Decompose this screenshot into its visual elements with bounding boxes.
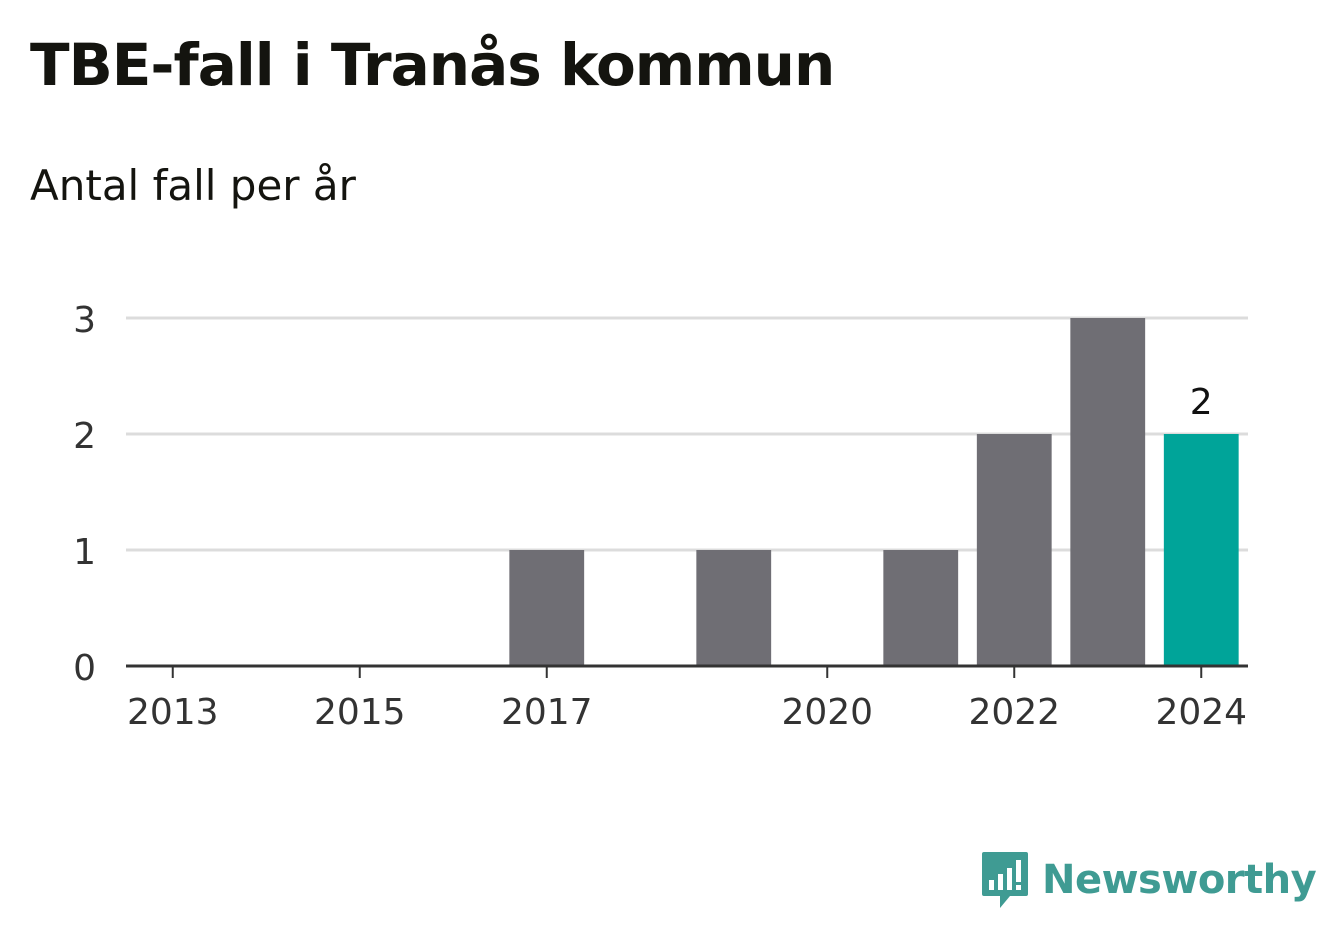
bar — [976, 434, 1052, 666]
chart-subtitle: Antal fall per år — [30, 161, 356, 210]
x-tick-label: 2024 — [1155, 692, 1247, 733]
newsworthy-logo-icon — [982, 852, 1028, 908]
y-tick-label: 1 — [73, 532, 96, 573]
x-tick-label: 2013 — [127, 692, 219, 733]
gridlines — [126, 316, 1248, 552]
axes — [126, 664, 1248, 678]
newsworthy-logo: Newsworthy — [980, 850, 1317, 910]
chart-title: TBE-fall i Tranås kommun — [30, 31, 835, 99]
x-tick-label: 2020 — [781, 692, 873, 733]
data-label: 2 — [1190, 382, 1213, 423]
y-tick-label: 2 — [73, 416, 96, 457]
labels: 0 1 2 3 2013 2015 2017 2020 2022 2024 2 — [73, 300, 1247, 733]
bar — [509, 550, 585, 666]
x-tick-label: 2022 — [968, 692, 1060, 733]
bar — [696, 550, 772, 666]
bar — [1163, 434, 1239, 666]
bar — [883, 550, 959, 666]
x-tick-label: 2017 — [501, 692, 593, 733]
bar — [1070, 318, 1146, 666]
x-tick-label: 2015 — [314, 692, 406, 733]
y-tick-label: 3 — [73, 300, 96, 341]
y-tick-label: 0 — [73, 648, 96, 689]
bars — [509, 318, 1239, 666]
brand-name: Newsworthy — [1042, 857, 1317, 903]
